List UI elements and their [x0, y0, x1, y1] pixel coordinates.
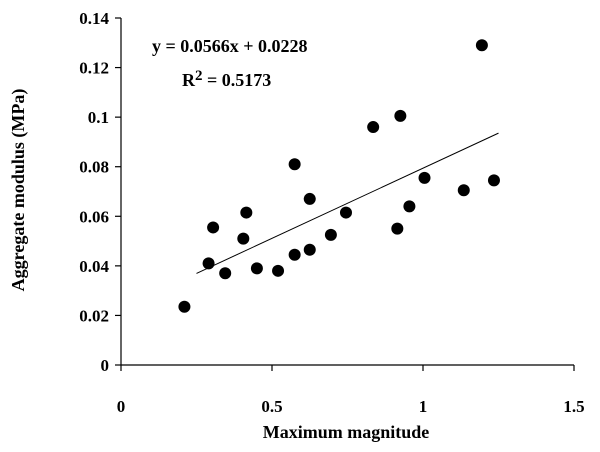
x-tick-label: 1 — [419, 397, 428, 416]
x-tick-label: 0.5 — [261, 397, 282, 416]
y-axis-title: Aggregate modulus (MPa) — [8, 89, 29, 292]
y-tick-label: 0.02 — [79, 306, 109, 325]
data-point — [178, 300, 191, 313]
x-axis-title: Maximum magnitude — [263, 422, 430, 442]
x-tick-label: 0 — [117, 397, 126, 416]
r-squared-prefix: R — [182, 70, 196, 90]
data-point — [487, 174, 500, 187]
data-point — [202, 257, 215, 270]
data-point — [475, 39, 488, 52]
data-point — [288, 248, 301, 261]
data-point — [240, 206, 253, 219]
data-point — [272, 264, 285, 277]
data-point — [324, 228, 337, 241]
data-point — [288, 158, 301, 171]
trendline — [196, 132, 499, 274]
data-point — [403, 200, 416, 213]
y-tick-label: 0.1 — [88, 108, 109, 127]
y-tick-label: 0.06 — [79, 207, 109, 226]
ticks-group: 0 0.02 0.04 0.06 0.08 0.1 0.12 0.14 0 0.5 1 1.5 — [79, 9, 584, 416]
r-squared-value: = 0.5173 — [203, 70, 272, 90]
x-tick-label: 1.5 — [563, 397, 584, 416]
data-point — [394, 109, 407, 122]
r-squared-label: R2 = 0.5173 — [182, 68, 271, 90]
y-tick-label: 0.04 — [79, 257, 109, 276]
data-point — [339, 206, 352, 219]
data-point — [303, 192, 316, 205]
trendline-equation: y = 0.0566x + 0.0228 — [152, 36, 308, 56]
data-point — [457, 184, 470, 197]
points-group — [178, 39, 500, 313]
data-point — [237, 232, 250, 245]
y-tick-label: 0 — [101, 356, 110, 375]
data-point — [303, 243, 316, 256]
trendline-group — [196, 132, 499, 274]
r-squared-superscript: 2 — [195, 68, 203, 84]
data-point — [391, 222, 404, 235]
data-point — [367, 121, 380, 134]
y-tick-label: 0.08 — [79, 158, 109, 177]
data-point — [250, 262, 263, 275]
axes-group — [120, 18, 574, 366]
data-point — [219, 267, 232, 280]
data-point — [207, 221, 220, 234]
y-tick-label: 0.12 — [79, 59, 109, 78]
data-point — [418, 171, 431, 184]
y-tick-label: 0.14 — [79, 9, 109, 28]
